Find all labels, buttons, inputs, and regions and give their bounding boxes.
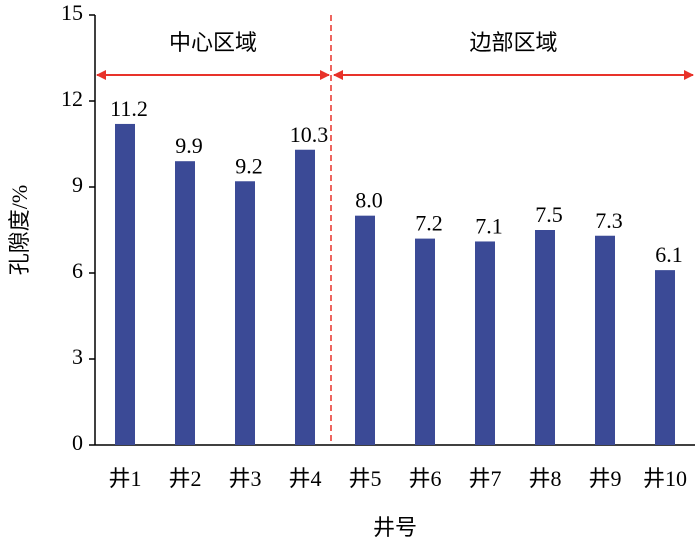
x-tick-label: 井6 [408, 466, 441, 491]
bar [115, 123, 135, 445]
x-tick-label: 井1 [108, 466, 141, 491]
x-tick-label: 井7 [468, 466, 501, 491]
bar [415, 238, 435, 445]
y-axis-title: 孔隙度/% [7, 185, 32, 275]
x-axis-title: 井号 [373, 515, 417, 540]
y-tick-label: 9 [72, 172, 83, 197]
x-tick-label: 井8 [528, 466, 561, 491]
value-label: 10.3 [290, 122, 329, 147]
bar [655, 270, 675, 445]
region-label: 边部区域 [469, 30, 557, 55]
value-label: 7.3 [595, 208, 623, 233]
x-tick-label: 井10 [643, 466, 687, 491]
value-label: 9.9 [175, 133, 203, 158]
value-label: 7.1 [475, 214, 503, 239]
y-tick-label: 12 [61, 86, 83, 111]
bar [355, 215, 375, 445]
bar [595, 235, 615, 445]
x-tick-label: 井3 [228, 466, 261, 491]
value-label: 7.5 [535, 202, 563, 227]
x-tick-label: 井2 [168, 466, 201, 491]
x-tick-label: 井5 [348, 466, 381, 491]
x-tick-label: 井4 [288, 466, 321, 491]
bar [175, 161, 195, 445]
y-tick-label: 6 [72, 258, 83, 283]
value-label: 11.2 [110, 96, 148, 121]
value-label: 8.0 [355, 188, 383, 213]
y-tick-label: 15 [61, 0, 83, 25]
value-label: 6.1 [655, 242, 683, 267]
value-label: 9.2 [235, 153, 263, 178]
region-label: 中心区域 [169, 30, 257, 55]
bar [235, 181, 255, 445]
x-tick-label: 井9 [588, 466, 621, 491]
bar [295, 149, 315, 445]
bar [475, 241, 495, 445]
value-label: 7.2 [415, 211, 443, 236]
bar [535, 230, 555, 445]
y-tick-label: 3 [72, 344, 83, 369]
y-tick-label: 0 [72, 430, 83, 455]
